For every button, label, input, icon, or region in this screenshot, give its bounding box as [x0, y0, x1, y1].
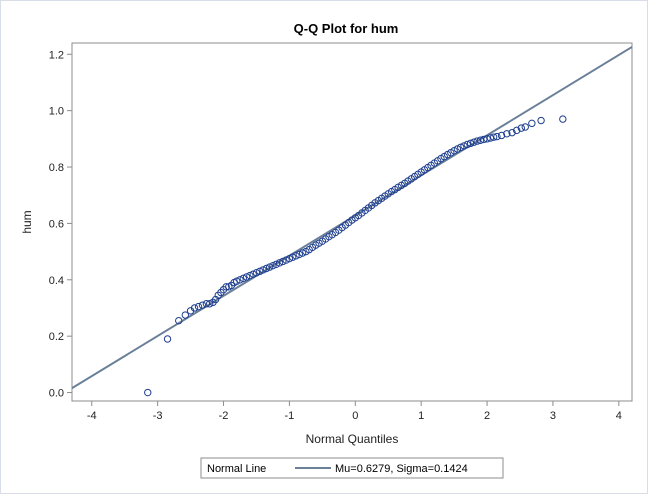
data-point [508, 128, 516, 137]
data-point [256, 267, 264, 276]
data-point [292, 252, 300, 260]
legend-entry: Mu=0.6279, Sigma=0.1424 [335, 463, 468, 475]
y-tick-label: 0.8 [49, 162, 64, 174]
data-point [269, 261, 277, 270]
y-tick-label: 0.6 [49, 218, 64, 230]
data-point [275, 259, 284, 267]
x-tick-label: 4 [616, 410, 622, 422]
data-point [242, 273, 251, 281]
y-axis-title: hum [20, 210, 34, 233]
data-point [528, 119, 536, 128]
legend-label: Normal Line [207, 463, 266, 475]
data-point [190, 304, 199, 312]
x-tick-label: 0 [352, 410, 358, 422]
data-point [285, 254, 294, 263]
data-point [265, 263, 274, 271]
x-tick-label: -1 [285, 410, 295, 422]
data-point [537, 116, 545, 125]
x-tick-label: 3 [550, 410, 556, 422]
data-point [252, 269, 261, 277]
chart-title: Q-Q Plot for hum [294, 21, 399, 36]
data-point [279, 257, 287, 266]
legend: Normal Line Mu=0.6279, Sigma=0.1424 [200, 457, 504, 479]
data-point [493, 132, 501, 141]
x-axis: -4 -3 -2 -1 0 1 2 3 4 [87, 401, 622, 422]
data-point [222, 283, 230, 291]
data-point [163, 335, 172, 343]
data-point [473, 137, 481, 145]
y-axis: 0.0 0.2 0.4 0.6 0.8 1.0 1.2 [49, 49, 72, 400]
data-point [233, 277, 241, 285]
y-tick-label: 1.2 [49, 49, 64, 61]
data-point [295, 250, 303, 259]
y-tick-label: 1.0 [49, 106, 64, 118]
data-point [457, 143, 465, 151]
data-point [194, 302, 203, 311]
x-tick-label: 2 [484, 410, 490, 422]
legend-box [200, 457, 504, 479]
data-point [517, 124, 526, 132]
data-point [298, 249, 307, 257]
y-tick-label: 0.4 [49, 275, 64, 287]
data-point [470, 138, 478, 146]
data-point [246, 271, 254, 280]
data-point [513, 126, 521, 135]
data-point [262, 264, 271, 273]
data-point [460, 142, 468, 150]
data-point [144, 388, 152, 397]
data-point [463, 140, 471, 149]
data-points [144, 115, 567, 397]
data-point [175, 316, 183, 325]
data-point [489, 133, 498, 141]
data-point [181, 311, 190, 319]
data-point [521, 123, 529, 131]
data-point [503, 130, 511, 138]
data-point [249, 270, 257, 278]
data-point [205, 300, 214, 308]
data-point [466, 139, 475, 148]
data-point [259, 266, 267, 274]
data-point [483, 135, 491, 143]
x-axis-title: Normal Quantiles [306, 432, 399, 446]
y-tick-label: 0.0 [49, 388, 64, 400]
x-tick-label: -3 [153, 410, 163, 422]
data-point [236, 276, 244, 284]
y-tick-label: 0.2 [49, 331, 64, 343]
data-point [559, 115, 567, 123]
x-tick-label: -2 [219, 410, 229, 422]
data-point [198, 301, 207, 309]
x-tick-label: 1 [418, 410, 424, 422]
x-tick-label: -4 [87, 410, 97, 422]
data-point [289, 253, 297, 261]
data-point [272, 260, 280, 268]
data-point [497, 131, 506, 140]
data-point [282, 256, 290, 264]
data-point [239, 274, 247, 283]
